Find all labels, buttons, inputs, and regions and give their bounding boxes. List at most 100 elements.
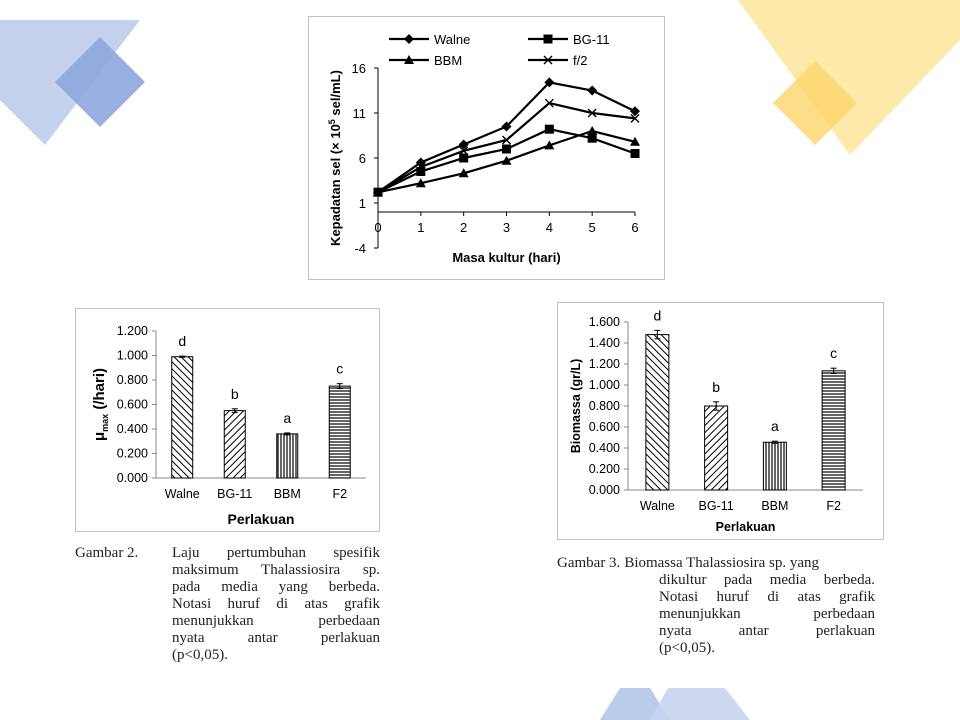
caption-line: menunjukkan perbedaan: [172, 613, 380, 629]
significance-letter: a: [283, 410, 291, 426]
biomass-chart-panel: 0.000 0.200 0.400 0.600 0.800 1.000 1.200 1.400…: [557, 302, 884, 540]
y-axis-label: μmax (/hari): [91, 368, 110, 441]
y-axis-label-symbol: μ: [91, 432, 108, 441]
y-tick-label: 1.200: [117, 324, 148, 338]
x-tick-label: 2: [460, 220, 467, 235]
caption-line: (p<0,05).: [172, 647, 228, 663]
data-point: [459, 146, 469, 156]
caption-line: nyata antar perlakuan: [659, 623, 875, 639]
significance-letter: b: [712, 379, 720, 395]
bar-f2: [328, 385, 351, 479]
data-point: [544, 77, 555, 88]
x-tick-label: 5: [589, 220, 596, 235]
data-point: [544, 140, 555, 150]
figure-3-label: Gambar 3.: [557, 555, 621, 571]
line-chart-panel: -4 1 6 11 16 0 1 2 3 4 5 6 Masa kultur (hari) Kepadat…: [308, 16, 665, 280]
x-tick-label: BG-11: [699, 499, 734, 513]
y-tick-label: 11: [353, 106, 367, 121]
x-axis-label: Perlakuan: [228, 511, 295, 527]
x-tick-label: 4: [546, 220, 553, 235]
significance-letter: c: [336, 361, 343, 377]
y-axis-label-subscript: max: [100, 414, 110, 432]
data-point: [544, 98, 554, 108]
y-tick-label: 0.200: [589, 462, 620, 476]
x-tick-label: F2: [826, 499, 841, 513]
figure-2-label: Gambar 2.: [75, 545, 139, 561]
y-axis-label-unit: (/hari): [91, 368, 108, 414]
legend-label: Walne: [434, 32, 470, 47]
decor-bottom-blue: [600, 688, 750, 720]
y-axis-label: Biomassa (gr/L): [569, 359, 583, 453]
y-tick-label: 0.400: [117, 422, 148, 436]
significance-letter: d: [653, 307, 661, 323]
data-point: [630, 136, 640, 146]
significance-letter: d: [178, 333, 186, 349]
significance-letter: c: [830, 345, 837, 361]
x-tick-label: 1: [417, 220, 424, 235]
figure-2-caption: Gambar 2. Laju pertumbuhan spesifik maks…: [75, 545, 380, 664]
legend-marker: [404, 55, 414, 64]
legend-label: BG-11: [573, 32, 610, 47]
x-tick-label: Walne: [640, 499, 675, 513]
y-tick-label: 6: [359, 151, 366, 166]
y-tick-label: 1: [359, 196, 366, 211]
data-point: [458, 139, 469, 150]
bar-bbm: [276, 433, 299, 479]
caption-line: (p<0,05).: [659, 640, 715, 656]
legend-label: BBM: [434, 53, 462, 68]
y-tick-label: 0.400: [589, 441, 620, 455]
y-tick-label: 1.200: [589, 357, 620, 371]
x-tick-label: F2: [332, 487, 347, 501]
data-point: [501, 155, 512, 165]
y-tick-label: 0.000: [117, 471, 148, 485]
x-tick-label: 3: [503, 220, 510, 235]
y-tick-label: -4: [354, 241, 366, 256]
significance-letter: a: [771, 418, 779, 434]
y-tick-label: 1.000: [117, 349, 148, 363]
data-point: [587, 85, 598, 96]
x-tick-label: BBM: [274, 487, 301, 501]
caption-line: pada media yang berbeda.: [172, 579, 380, 595]
caption-line: Laju pertumbuhan spesifik: [172, 545, 380, 561]
y-tick-label: 1.600: [589, 315, 620, 329]
y-axis-label: Kepadatan sel (× 105 sel/mL): [327, 70, 343, 246]
y-axis-label-superscript: 5: [327, 119, 337, 124]
y-axis-label-text: Kepadatan sel (× 10: [328, 124, 343, 246]
y-tick-label: 16: [352, 61, 366, 76]
decor-left-blue: [0, 20, 145, 145]
bar-bg11: [704, 405, 729, 491]
data-point: [630, 149, 640, 158]
growth-rate-bar-chart: 0.000 0.200 0.400 0.600 0.800 1.000 1.200 d Waln…: [91, 324, 366, 527]
caption-line: Notasi huruf di atas grafik: [659, 589, 875, 605]
figure-3-caption: Gambar 3. Biomassa Thalassiosira sp. yan…: [557, 555, 875, 657]
data-point: [630, 106, 640, 117]
bar-f2: [821, 370, 846, 491]
y-tick-label: 0.000: [589, 483, 620, 497]
decor-right-yellow: [738, 0, 960, 155]
x-tick-label: 6: [631, 220, 638, 235]
data-point: [458, 168, 469, 178]
data-point: [502, 135, 511, 145]
bar-bg11: [223, 410, 246, 479]
data-point: [373, 187, 383, 197]
y-tick-label: 1.000: [589, 378, 620, 392]
y-tick-label: 0.800: [589, 399, 620, 413]
bar-walne: [171, 356, 194, 479]
y-tick-label: 0.600: [117, 398, 148, 412]
x-tick-label: 0: [374, 220, 381, 235]
y-tick-label: 1.400: [589, 336, 620, 350]
biomass-bar-chart: 0.000 0.200 0.400 0.600 0.800 1.000 1.200 1.400…: [569, 307, 863, 534]
data-point: [415, 178, 426, 188]
legend-marker: [404, 34, 414, 44]
x-tick-label: BG-11: [217, 487, 252, 501]
bar-bbm: [762, 441, 787, 491]
legend-marker: [543, 34, 553, 44]
data-point: [587, 126, 598, 135]
data-point: [501, 121, 512, 132]
data-point: [416, 162, 426, 172]
data-point: [630, 113, 640, 123]
bar-walne: [645, 334, 670, 491]
caption-line: nyata antar perlakuan: [172, 630, 380, 646]
x-axis-label: Masa kultur (hari): [452, 250, 560, 265]
